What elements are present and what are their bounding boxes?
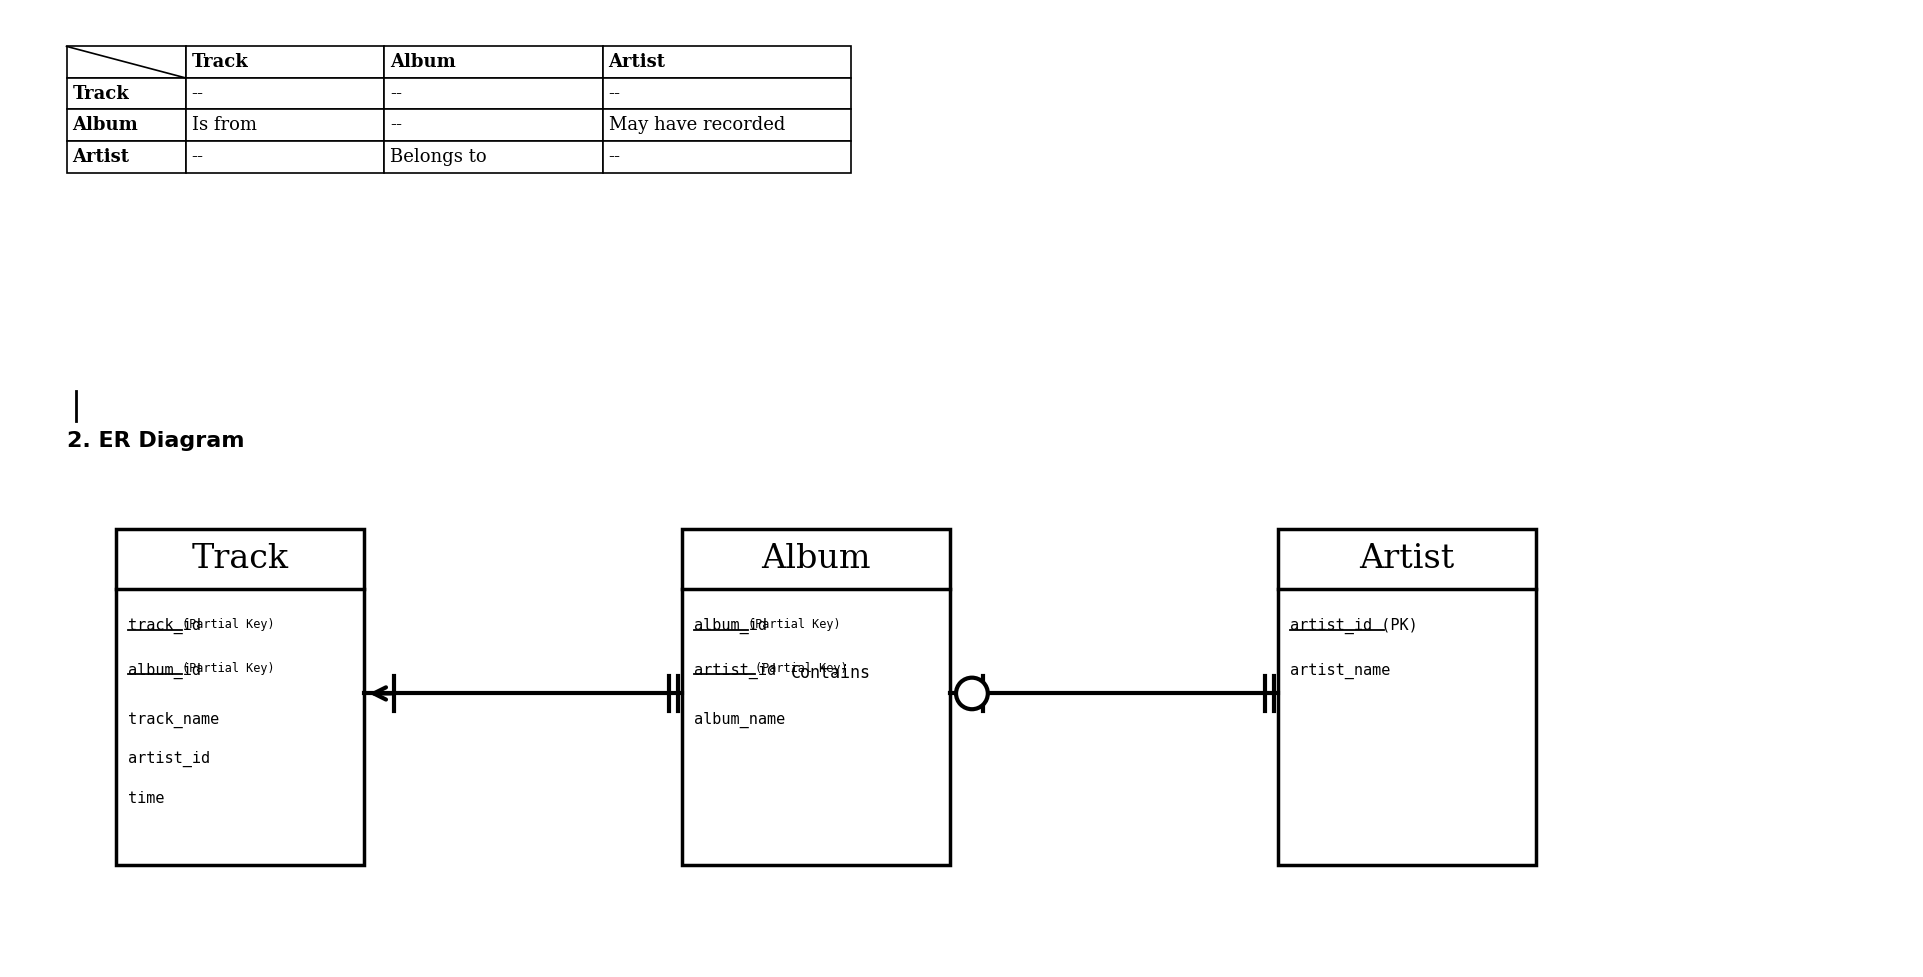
Bar — [185, 109, 385, 141]
Text: (Partial Key): (Partial Key) — [183, 662, 275, 675]
Text: time: time — [129, 790, 165, 806]
Text: album_id: album_id — [694, 618, 767, 634]
Text: album_id: album_id — [129, 662, 202, 679]
Text: (Partial Key): (Partial Key) — [183, 618, 275, 631]
Text: --: -- — [608, 148, 621, 166]
Bar — [681, 530, 950, 865]
Text: Album: Album — [390, 53, 456, 71]
Bar — [67, 78, 185, 109]
Text: Album: Album — [73, 116, 138, 134]
Text: artist_id: artist_id — [694, 662, 775, 679]
Text: --: -- — [608, 85, 621, 103]
Bar — [385, 109, 602, 141]
Text: Artist: Artist — [1358, 543, 1454, 575]
Bar — [602, 109, 850, 141]
Bar — [185, 46, 385, 78]
Text: Track: Track — [73, 85, 129, 103]
Bar — [115, 530, 363, 865]
Bar — [67, 46, 185, 78]
Bar — [1277, 530, 1535, 865]
Text: May have recorded: May have recorded — [608, 116, 785, 134]
Text: (Partial Key): (Partial Key) — [748, 618, 840, 631]
Bar — [185, 78, 385, 109]
Bar — [385, 78, 602, 109]
Text: --: -- — [390, 85, 402, 103]
Bar — [602, 46, 850, 78]
Text: Track: Track — [192, 543, 288, 575]
Bar — [602, 78, 850, 109]
Text: --: -- — [192, 85, 204, 103]
Text: album_name: album_name — [694, 712, 785, 728]
Text: Contains: Contains — [790, 663, 871, 682]
Bar — [602, 141, 850, 173]
Circle shape — [956, 678, 986, 709]
Text: artist_id: artist_id — [129, 751, 210, 767]
Bar — [67, 109, 185, 141]
Text: Track: Track — [192, 53, 248, 71]
Bar — [67, 141, 185, 173]
Text: artist_name: artist_name — [1288, 662, 1388, 679]
Text: Belongs to: Belongs to — [390, 148, 487, 166]
Text: Artist: Artist — [73, 148, 129, 166]
Text: 2. ER Diagram: 2. ER Diagram — [67, 431, 244, 450]
Text: Album: Album — [762, 543, 871, 575]
Text: --: -- — [192, 148, 204, 166]
Text: track_name: track_name — [129, 712, 219, 728]
Text: --: -- — [390, 116, 402, 134]
Text: Artist: Artist — [608, 53, 665, 71]
Bar — [385, 46, 602, 78]
Bar — [185, 141, 385, 173]
Text: artist_id (PK): artist_id (PK) — [1288, 618, 1417, 634]
Bar — [385, 141, 602, 173]
Text: track_id: track_id — [129, 618, 202, 634]
Text: (Partial Key): (Partial Key) — [754, 662, 846, 675]
Text: Is from: Is from — [192, 116, 256, 134]
